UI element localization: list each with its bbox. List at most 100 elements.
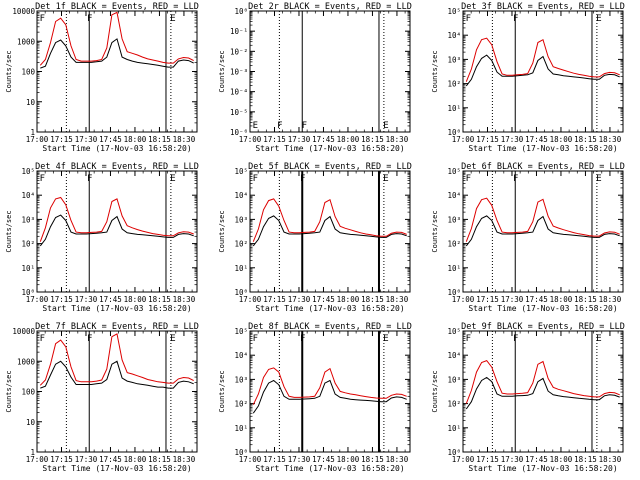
x-tick-label: 17:30 <box>288 455 311 464</box>
x-tick-label: 17:00 <box>26 455 49 464</box>
x-axis-label: Start Time (17-Nov-03 16:58:20) <box>468 464 617 473</box>
x-tick-label: 17:15 <box>50 455 73 464</box>
axes-frame <box>462 170 624 293</box>
x-tick-label: 17:30 <box>75 135 98 144</box>
y-tick-label: 10⁰ <box>234 288 248 297</box>
y-tick-label: 10⁵ <box>447 7 461 16</box>
x-tick-label: 18:15 <box>148 135 171 144</box>
x-tick-label: 18:00 <box>337 295 360 304</box>
series-line-events <box>465 54 620 87</box>
event-marker: E <box>170 334 175 344</box>
x-tick-label: 17:15 <box>50 135 73 144</box>
panel-title: Det 8f BLACK = Events, RED = LLD <box>248 322 412 332</box>
x-tick-label: 17:00 <box>452 295 475 304</box>
y-tick-label: 10⁵ <box>234 327 248 336</box>
event-marker: F <box>466 174 471 184</box>
x-tick-label: 17:00 <box>239 295 262 304</box>
y-tick-label: 10⁰ <box>21 288 35 297</box>
event-marker: F <box>466 14 471 24</box>
panel-title: Det 2r BLACK = Events, RED = LLD <box>248 2 412 12</box>
event-marker: F <box>302 121 307 131</box>
x-tick-label: 17:45 <box>99 455 122 464</box>
series-line-lld <box>465 360 620 404</box>
y-axis-label: Counts/sec <box>5 50 13 92</box>
x-tick-label: 18:00 <box>550 455 573 464</box>
event-marker: F <box>300 334 305 344</box>
series-line-lld <box>465 197 620 242</box>
x-tick-label: 18:30 <box>173 455 196 464</box>
x-tick-label: 17:15 <box>476 295 499 304</box>
y-axis-label: Counts/sec <box>218 50 226 92</box>
x-axis-label: Start Time (17-Nov-03 16:58:20) <box>255 144 404 153</box>
y-tick-label: 10² <box>447 240 461 249</box>
event-marker: E <box>383 174 388 184</box>
y-tick-label: 10⁴ <box>447 191 461 200</box>
event-marker: E <box>253 121 258 131</box>
series-line-lld <box>252 198 407 242</box>
event-marker: F <box>513 334 518 344</box>
y-tick-label: 10⁻² <box>230 47 248 56</box>
y-tick-label: 10⁻³ <box>230 68 248 77</box>
x-tick-label: 18:00 <box>550 135 573 144</box>
x-tick-label: 17:30 <box>75 455 98 464</box>
x-tick-label: 17:15 <box>476 135 499 144</box>
y-tick-label: 10⁰ <box>447 128 461 137</box>
x-axis-label: Start Time (17-Nov-03 16:58:20) <box>468 304 617 313</box>
x-tick-label: 17:30 <box>288 135 311 144</box>
event-marker: F <box>513 14 518 24</box>
y-tick-label: 10⁻⁴ <box>230 88 248 97</box>
x-axis-label: Start Time (17-Nov-03 16:58:20) <box>42 464 191 473</box>
y-tick-label: 100 <box>21 388 35 397</box>
y-tick-label: 10⁰ <box>447 448 461 457</box>
y-tick-label: 10² <box>447 400 461 409</box>
event-marker: F <box>253 334 258 344</box>
y-tick-label: 10⁴ <box>234 351 248 360</box>
panel-det-4: Det 4f BLACK = Events, RED = LLD 10⁰ 10¹ 10… <box>5 162 199 313</box>
y-tick-label: 10³ <box>447 375 461 384</box>
y-tick-label: 10⁵ <box>447 327 461 336</box>
x-tick-label: 18:30 <box>173 295 196 304</box>
series-line-events <box>39 214 194 247</box>
event-marker: E <box>383 121 388 131</box>
event-marker: F <box>40 14 45 24</box>
x-tick-label: 18:30 <box>599 135 622 144</box>
y-tick-label: 10 <box>26 98 36 107</box>
event-marker: E <box>596 174 601 184</box>
event-marker: F <box>87 14 92 24</box>
panel-det-9: Det 9f BLACK = Events, RED = LLD 10⁰ 10¹ 10… <box>431 322 625 473</box>
y-tick-label: 10000 <box>12 327 35 336</box>
series-line-lld <box>39 196 194 242</box>
y-tick-label: 10⁵ <box>447 167 461 176</box>
event-marker: F <box>40 174 45 184</box>
x-tick-label: 17:15 <box>476 455 499 464</box>
event-marker: E <box>596 334 601 344</box>
y-tick-label: 10¹ <box>447 424 461 433</box>
y-tick-label: 10³ <box>21 215 35 224</box>
x-tick-label: 17:45 <box>312 295 335 304</box>
axes-frame <box>36 10 198 133</box>
x-tick-label: 17:15 <box>263 455 286 464</box>
x-tick-label: 17:45 <box>312 455 335 464</box>
y-tick-label: 10¹ <box>447 264 461 273</box>
panel-det-2: Det 2r BLACK = Events, RED = LLD 10⁻⁶ 10⁻⁵… <box>218 2 412 153</box>
y-axis-label: Counts/sec <box>218 370 226 412</box>
y-tick-label: 10⁴ <box>21 191 35 200</box>
series-line-events <box>40 360 194 389</box>
y-tick-label: 10² <box>234 400 248 409</box>
panel-det-7: Det 7f BLACK = Events, RED = LLD 1 10 100 10… <box>5 322 199 473</box>
y-tick-label: 10³ <box>234 215 248 224</box>
y-tick-label: 100 <box>21 68 35 77</box>
x-tick-label: 18:00 <box>337 135 360 144</box>
panel-title: Det 1f BLACK = Events, RED = LLD <box>35 2 199 12</box>
event-marker: E <box>383 334 388 344</box>
series-line-lld <box>465 37 620 82</box>
x-tick-label: 18:15 <box>361 135 384 144</box>
x-tick-label: 18:30 <box>599 455 622 464</box>
event-marker: F <box>466 334 471 344</box>
y-tick-label: 1 <box>30 448 35 457</box>
x-tick-label: 17:45 <box>99 135 122 144</box>
event-marker: F <box>87 334 92 344</box>
x-axis-label: Start Time (17-Nov-03 16:58:20) <box>255 304 404 313</box>
x-tick-label: 18:30 <box>386 455 409 464</box>
